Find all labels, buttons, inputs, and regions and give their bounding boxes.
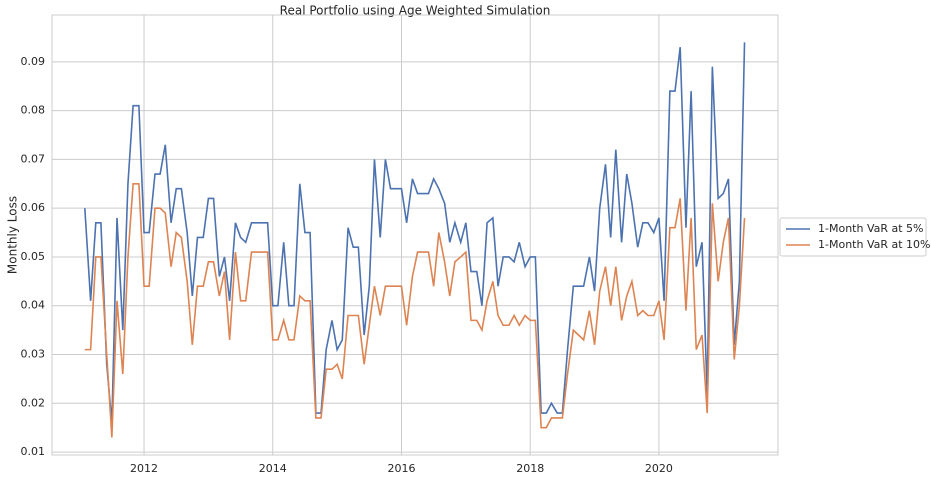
data-line	[84, 42, 746, 423]
x-tick-label: 2018	[516, 462, 544, 475]
y-tick-label: 0.07	[21, 152, 46, 165]
y-tick-label: 0.06	[21, 201, 46, 214]
x-tick-label: 2020	[645, 462, 673, 475]
y-tick-label: 0.08	[21, 104, 46, 117]
y-tick-label: 0.09	[21, 55, 46, 68]
x-tick-label: 2016	[387, 462, 415, 475]
legend-label: 1-Month VaR at 5%	[818, 222, 924, 235]
legend: 1-Month VaR at 5% 1-Month VaR at 10%	[779, 217, 931, 257]
x-tick-label: 2012	[130, 462, 158, 475]
y-tick-label: 0.03	[21, 348, 46, 361]
legend-label: 1-Month VaR at 10%	[818, 238, 931, 251]
y-axis-label: Monthly Loss	[6, 196, 20, 274]
y-tick-label: 0.01	[21, 445, 46, 458]
legend-box	[779, 217, 927, 257]
y-tick-label: 0.05	[21, 250, 46, 263]
data-line	[84, 182, 746, 438]
plot-frame	[51, 14, 779, 456]
chart-title: Real Portfolio using Age Weighted Simula…	[280, 4, 551, 18]
y-tick-label: 0.04	[21, 299, 46, 312]
x-tick-label: 2014	[259, 462, 287, 475]
y-tick-label: 0.02	[21, 396, 46, 409]
